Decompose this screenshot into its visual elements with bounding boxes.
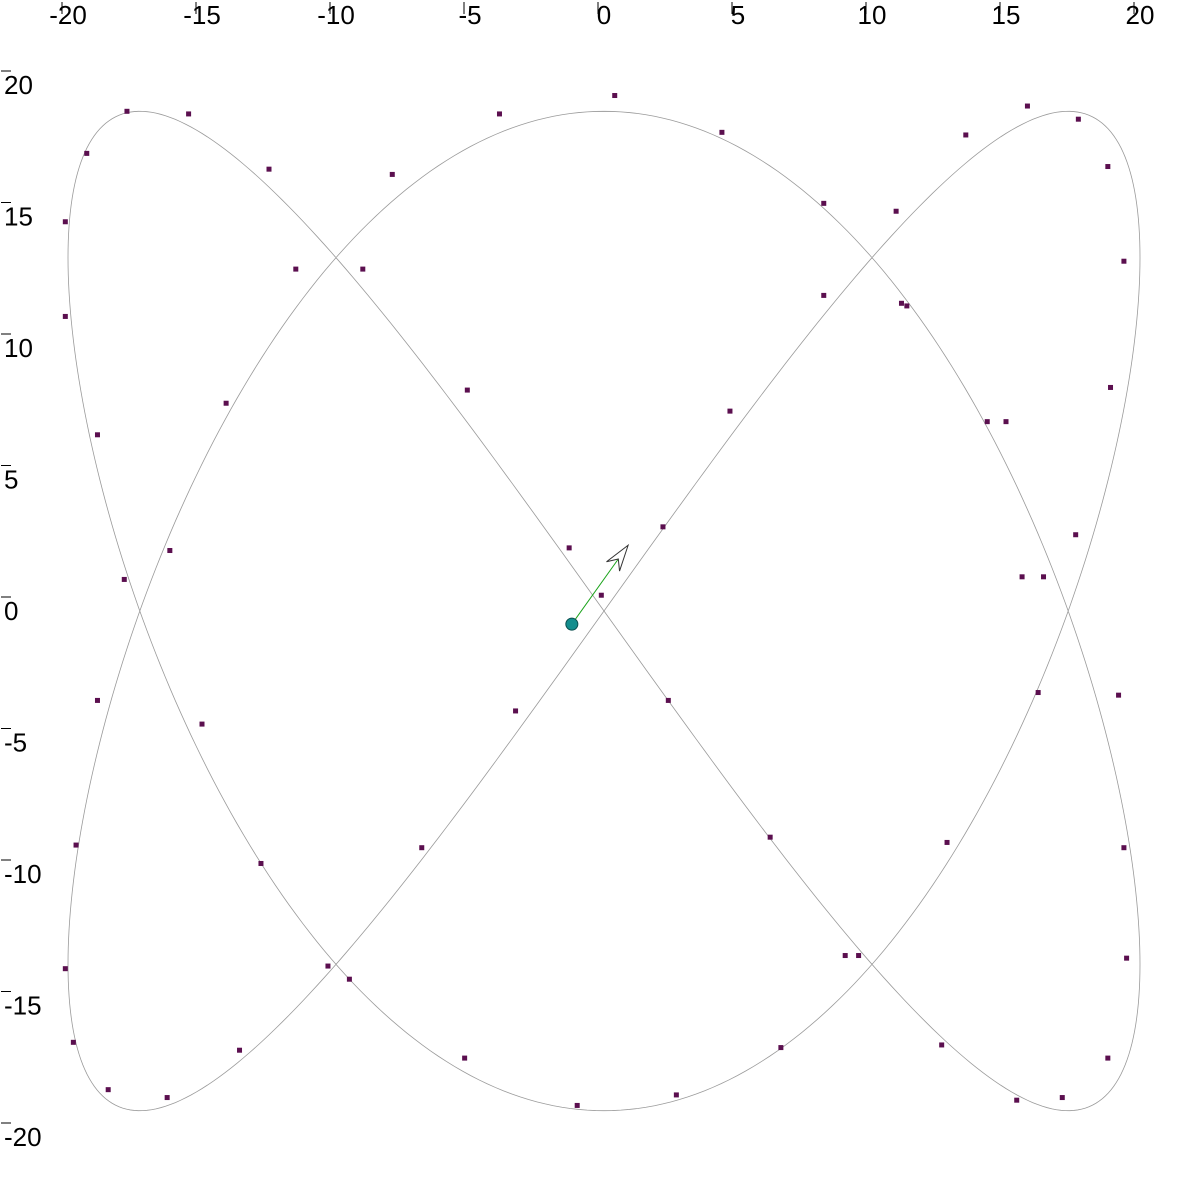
sample-point [660,524,666,530]
sample-point [1059,1095,1065,1101]
x-tick-label: -15 [183,0,221,30]
x-tick-label: -5 [458,0,481,30]
sample-point [939,1042,945,1048]
x-tick-label: 10 [858,0,887,30]
sample-point [1014,1097,1020,1103]
y-tick-label: 20 [4,70,33,100]
sample-point [727,408,733,414]
sample-point [1073,532,1079,538]
sample-point [325,963,331,969]
sample-point [574,1102,580,1108]
sample-point [1075,116,1081,122]
sample-point [665,697,671,703]
sample-point [821,200,827,206]
sample-point [167,548,173,554]
lissajous-curve [67,110,1141,1112]
x-tick-label: -20 [49,0,87,30]
y-tick-label: -20 [4,1122,42,1152]
x-tick-label: 5 [731,0,745,30]
x-tick-label: 20 [1126,0,1155,30]
sample-point [1121,845,1127,851]
sample-point [898,300,904,306]
vector-arrowhead [606,543,630,572]
x-tick-label: 15 [992,0,1021,30]
sample-point [893,208,899,214]
sample-point [462,1055,468,1061]
sample-point [821,292,827,298]
sample-point [121,576,127,582]
sample-point [1116,692,1122,698]
sample-point [778,1045,784,1051]
current-position-marker [565,617,579,631]
sample-point [1105,1055,1111,1061]
sample-point [360,266,366,272]
y-tick-label: 15 [4,202,33,232]
sample-point [266,166,272,172]
sample-point [984,419,990,425]
sample-point [944,839,950,845]
sample-point [223,400,229,406]
x-axis: -20 -15 -10 -5 0 5 10 15 20 [49,0,1154,30]
sample-point [1108,384,1114,390]
sample-point [293,266,299,272]
sample-point [598,592,604,598]
sample-point [419,845,425,851]
y-tick-label: 0 [4,596,18,626]
sample-point [719,129,725,135]
sample-point [566,545,572,551]
sample-point [496,111,502,117]
sample-point [856,953,862,959]
sample-point [963,132,969,138]
y-tick-label: 5 [4,465,18,495]
sample-point [1003,419,1009,425]
sample-point [62,219,68,225]
sample-points [62,93,1130,1108]
sample-point [62,966,68,972]
x-tick-label: -10 [317,0,355,30]
sample-point [513,708,519,714]
sample-point [1105,164,1111,170]
sample-point [105,1087,111,1093]
sample-point [767,834,773,840]
y-tick-label: -10 [4,859,42,889]
sample-point [612,93,618,99]
y-tick-label: -5 [4,728,27,758]
sample-point [73,842,79,848]
sample-point [164,1095,170,1101]
x-tick-label: 0 [597,0,611,30]
sample-point [199,721,205,727]
sample-point [1019,574,1025,580]
y-axis: 20 15 10 5 0 -5 -10 -15 -20 [1,70,42,1152]
y-tick-label: 10 [4,333,33,363]
sample-point [84,150,90,156]
sample-point [842,953,848,959]
sample-point [1041,574,1047,580]
sample-point [346,976,352,982]
sample-point [389,171,395,177]
sample-point [904,303,910,309]
sample-point [94,432,100,438]
sample-point [186,111,192,117]
velocity-vector [571,543,630,625]
sample-point [1121,258,1127,264]
sample-point [62,313,68,319]
sample-point [1124,955,1130,961]
sample-point [258,860,264,866]
y-tick-label: -15 [4,991,42,1021]
sample-point [1035,690,1041,696]
sample-point [70,1039,76,1045]
sample-point [673,1092,679,1098]
sample-point [237,1047,243,1053]
sample-point [94,697,100,703]
sample-point [124,108,130,114]
sample-point [464,387,470,393]
sample-point [1024,103,1030,109]
